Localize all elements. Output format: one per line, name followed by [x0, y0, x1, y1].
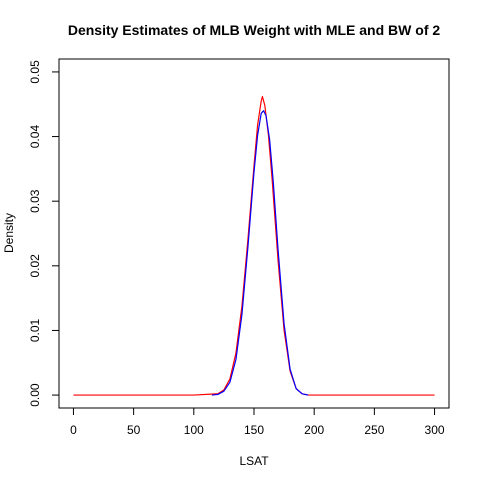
chart-title: Density Estimates of MLB Weight with MLE…	[68, 22, 441, 38]
x-tick-label: 150	[244, 423, 264, 437]
series-layer	[73, 95, 435, 396]
y-tick-label: 0.02	[28, 254, 42, 278]
y-axis: 0.00 0.01 0.02 0.03 0.04 0.05	[28, 60, 60, 407]
series-line-2	[211, 110, 309, 396]
y-tick-label: 0.03	[28, 189, 42, 213]
x-tick-label: 200	[304, 423, 324, 437]
x-axis-label: LSAT	[239, 454, 269, 468]
y-tick-label: 0.04	[28, 125, 42, 149]
y-tick-label: 0.00	[28, 383, 42, 407]
x-tick-label: 300	[425, 423, 445, 437]
y-tick-label: 0.01	[28, 318, 42, 342]
x-tick-label: 100	[184, 423, 204, 437]
x-tick-label: 50	[127, 423, 141, 437]
y-axis-label: Density	[2, 213, 16, 253]
x-axis: 0 50 100 150 200 250 300	[70, 407, 445, 437]
x-tick-label: 250	[364, 423, 384, 437]
x-tick-label: 0	[70, 423, 77, 437]
y-tick-label: 0.05	[28, 60, 42, 84]
